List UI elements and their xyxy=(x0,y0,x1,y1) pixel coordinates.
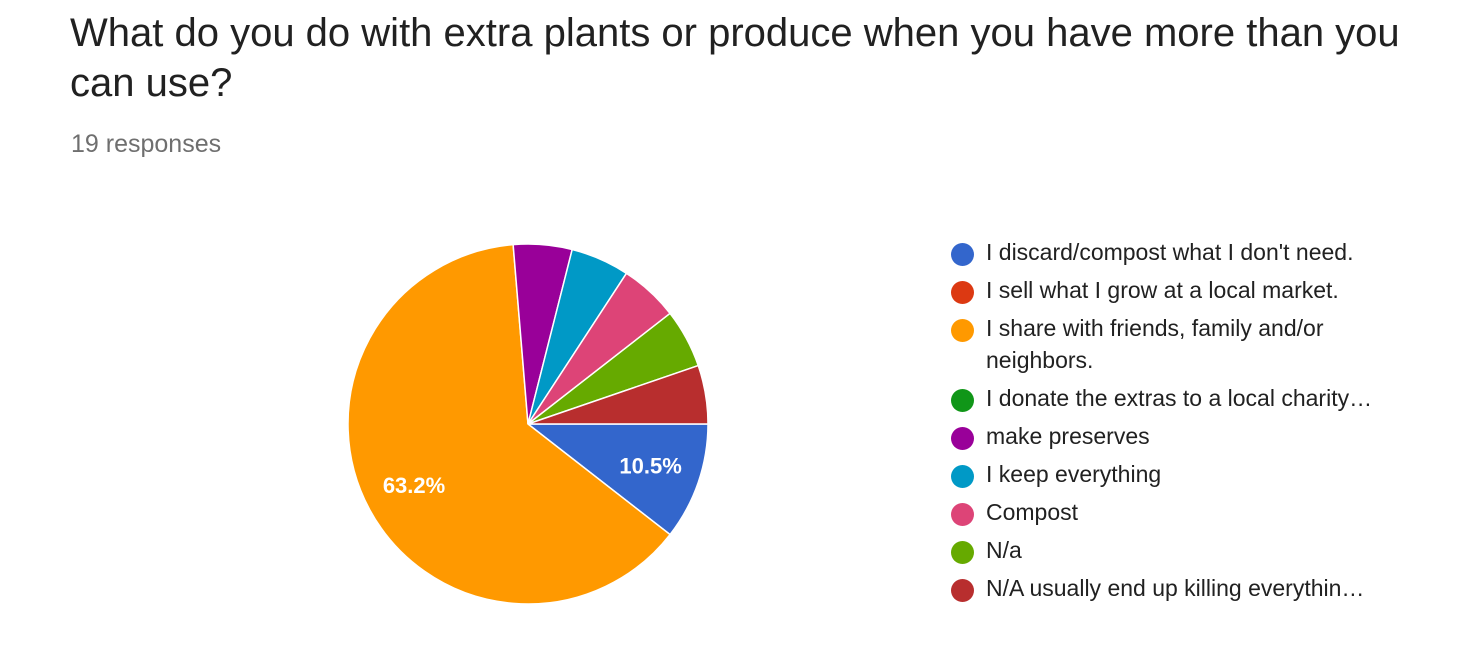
pie-slice xyxy=(525,423,709,536)
pie-chart: 10.5% 63.2% xyxy=(347,243,709,605)
legend-item[interactable]: N/A usually end up killing everythin… xyxy=(951,572,1421,604)
legend-swatch-icon xyxy=(951,243,974,266)
legend-swatch-icon xyxy=(951,579,974,602)
legend-swatch-icon xyxy=(951,503,974,526)
response-count: 19 responses xyxy=(71,130,222,158)
pie-slices xyxy=(347,243,709,605)
legend-swatch-icon xyxy=(951,281,974,304)
legend-label: I discard/compost what I don't need. xyxy=(986,239,1354,265)
slice-percent-label: 10.5% xyxy=(619,454,681,479)
legend-swatch-icon xyxy=(951,465,974,488)
chart-title: What do you do with extra plants or prod… xyxy=(70,11,1400,105)
legend-item[interactable]: I donate the extras to a local charity… xyxy=(951,382,1421,414)
legend-label: make preserves xyxy=(986,423,1150,449)
legend-swatch-icon xyxy=(951,389,974,412)
legend-item[interactable]: Compost xyxy=(951,496,1421,528)
legend-label: I share with friends, family and/or neig… xyxy=(986,315,1324,373)
legend-label: N/a xyxy=(986,537,1022,563)
legend-label: I donate the extras to a local charity… xyxy=(986,385,1373,411)
slice-percent-label: 63.2% xyxy=(383,473,445,498)
legend-item[interactable]: make preserves xyxy=(951,420,1421,452)
legend-item[interactable]: N/a xyxy=(951,534,1421,566)
chart-legend: I discard/compost what I don't need. I se… xyxy=(951,236,1421,610)
legend-item[interactable]: I discard/compost what I don't need. xyxy=(951,236,1421,268)
legend-label: I keep everything xyxy=(986,461,1162,487)
legend-swatch-icon xyxy=(951,427,974,450)
pie-slice xyxy=(347,243,672,605)
legend-label: I sell what I grow at a local market. xyxy=(986,277,1339,303)
legend-label: N/A usually end up killing everythin… xyxy=(986,575,1365,601)
legend-item[interactable]: I sell what I grow at a local market. xyxy=(951,274,1421,306)
pie-labels: 10.5% 63.2% xyxy=(383,454,682,499)
legend-swatch-icon xyxy=(951,541,974,564)
legend-item[interactable]: I share with friends, family and/or neig… xyxy=(951,312,1421,376)
legend-item[interactable]: I keep everything xyxy=(951,458,1421,490)
legend-swatch-icon xyxy=(951,319,974,342)
pie-slice xyxy=(527,364,709,425)
legend-label: Compost xyxy=(986,499,1079,525)
